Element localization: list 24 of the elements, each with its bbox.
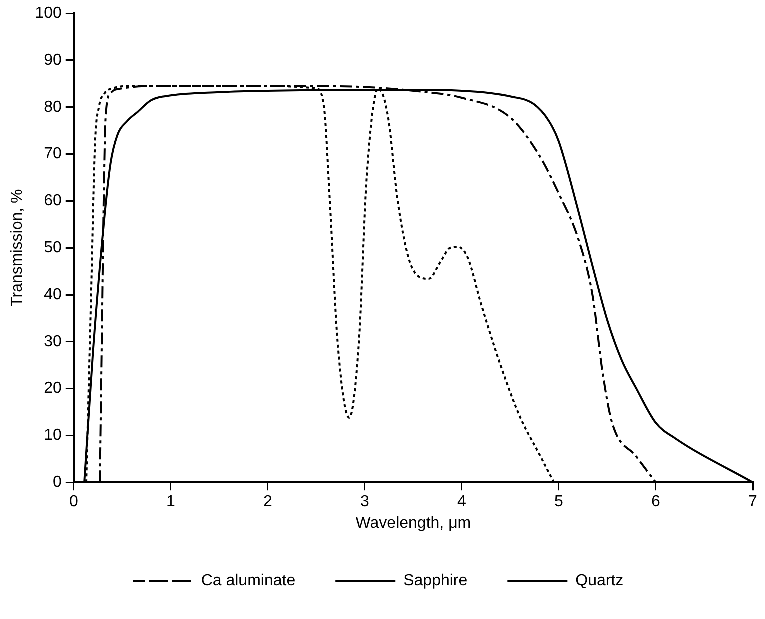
legend-label: Ca aluminate — [201, 572, 296, 590]
y-tick-label: 30 — [44, 333, 62, 350]
x-tick-label: 7 — [748, 494, 758, 511]
y-tick-label: 0 — [52, 474, 62, 492]
y-tick-label: 20 — [44, 380, 62, 398]
x-axis-title: Wavelength, μm — [356, 514, 472, 532]
y-tick-label: 100 — [35, 5, 62, 22]
y-axis-title: Transmission, % — [9, 189, 26, 307]
y-tick-label: 60 — [44, 192, 62, 210]
y-tick-label: 90 — [44, 52, 62, 69]
x-tick-label: 0 — [69, 494, 78, 511]
y-tick-label: 70 — [44, 146, 62, 163]
y-tick-label: 50 — [44, 240, 62, 257]
x-tick-label: 2 — [263, 494, 272, 511]
legend-label: Sapphire — [404, 572, 468, 590]
x-tick-label: 1 — [166, 494, 176, 511]
legend-label: Quartz — [576, 572, 624, 590]
x-tick-label: 5 — [554, 494, 564, 511]
y-tick-label: 40 — [44, 286, 62, 304]
x-tick-label: 6 — [652, 494, 661, 511]
x-tick-label: 3 — [360, 494, 370, 511]
y-tick-label: 80 — [44, 98, 62, 116]
y-tick-label: 10 — [44, 427, 62, 444]
x-tick-label: 4 — [458, 494, 466, 511]
